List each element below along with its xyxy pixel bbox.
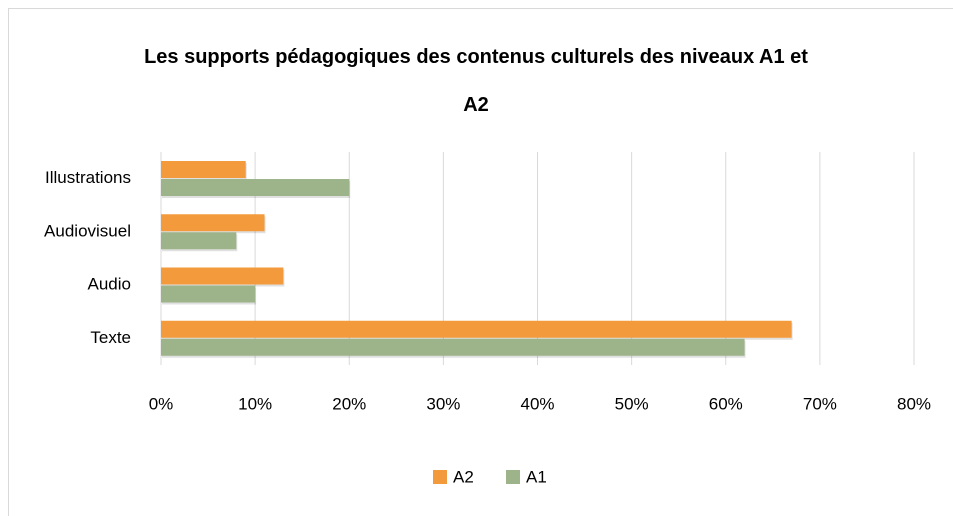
y-tick-label: Illustrations xyxy=(45,168,131,187)
x-tick-label: 50% xyxy=(615,394,649,413)
x-tick-label: 0% xyxy=(149,394,174,413)
bar xyxy=(161,161,246,178)
bar xyxy=(161,285,256,303)
x-tick-label: 40% xyxy=(520,394,554,413)
x-tick-label: 30% xyxy=(426,394,460,413)
x-tick-label: 70% xyxy=(803,394,837,413)
x-tick-label: 60% xyxy=(709,394,743,413)
legend-label: A1 xyxy=(526,467,547,486)
bar xyxy=(161,338,745,356)
bar xyxy=(161,179,350,196)
x-tick-label: 80% xyxy=(897,394,931,413)
legend-swatch xyxy=(433,470,447,484)
legend-swatch xyxy=(506,470,520,484)
x-tick-label: 10% xyxy=(238,394,272,413)
legend-label: A2 xyxy=(453,467,474,486)
chart-title: Les supports pédagogiques des contenus c… xyxy=(144,46,808,116)
bar xyxy=(161,320,792,338)
chart-border xyxy=(8,8,953,516)
bar xyxy=(161,267,284,285)
bar xyxy=(161,232,237,250)
bar xyxy=(161,214,265,232)
y-tick-label: Texte xyxy=(90,328,131,347)
x-tick-label: 20% xyxy=(332,394,366,413)
y-tick-label: Audiovisuel xyxy=(44,221,131,240)
y-tick-label: Audio xyxy=(88,275,131,294)
